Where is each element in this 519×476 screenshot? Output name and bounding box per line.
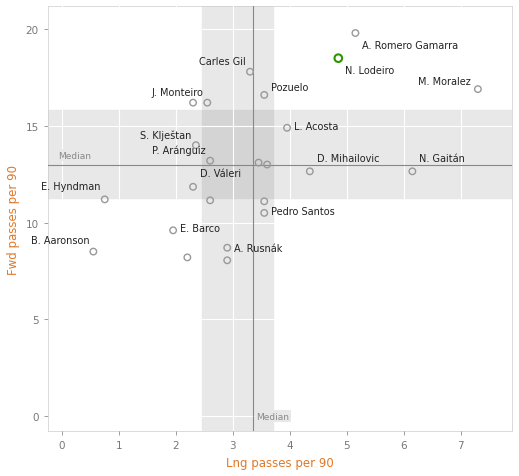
Text: Median: Median — [256, 412, 289, 421]
Text: D. Váleri: D. Váleri — [200, 169, 241, 179]
Point — [203, 99, 211, 107]
Point — [223, 257, 231, 265]
Text: E. Hyndman: E. Hyndman — [41, 182, 101, 192]
Text: Carles Gil: Carles Gil — [199, 57, 246, 67]
Point — [206, 158, 214, 165]
Point — [474, 86, 482, 94]
Bar — [201, 7, 273, 432]
Point — [223, 244, 231, 252]
Point — [260, 209, 268, 217]
Point — [351, 30, 360, 38]
Y-axis label: Fwd passes per 90: Fwd passes per 90 — [7, 164, 20, 274]
Text: S. Klještan: S. Klještan — [140, 130, 192, 140]
Point — [263, 161, 271, 169]
Text: J. Monteiro: J. Monteiro — [151, 88, 203, 98]
Point — [260, 198, 268, 206]
Text: L. Acosta: L. Acosta — [294, 121, 338, 131]
Point — [306, 168, 314, 176]
Text: E. Barco: E. Barco — [180, 224, 220, 234]
Point — [408, 168, 417, 176]
Text: Pozuelo: Pozuelo — [271, 83, 309, 93]
Point — [189, 184, 197, 191]
Point — [169, 227, 177, 235]
Text: M. Moralez: M. Moralez — [418, 77, 471, 87]
Point — [246, 69, 254, 76]
Text: A. Romero Gamarra: A. Romero Gamarra — [362, 40, 458, 50]
X-axis label: Lng passes per 90: Lng passes per 90 — [226, 456, 334, 469]
Point — [334, 55, 343, 63]
Text: N. Lodeiro: N. Lodeiro — [345, 66, 394, 76]
Point — [101, 196, 109, 204]
Point — [206, 197, 214, 205]
Point — [192, 142, 200, 150]
Point — [89, 248, 98, 256]
Bar — [48, 111, 512, 199]
Point — [189, 99, 197, 107]
Text: Median: Median — [58, 151, 91, 160]
Text: P. Aránguiz: P. Aránguiz — [153, 145, 206, 156]
Point — [254, 159, 263, 167]
Text: D. Mihailovic: D. Mihailovic — [317, 154, 379, 164]
Point — [283, 125, 291, 132]
Point — [183, 254, 192, 262]
Point — [260, 92, 268, 99]
Text: B. Aaronson: B. Aaronson — [31, 235, 89, 245]
Text: Pedro Santos: Pedro Santos — [271, 206, 335, 216]
Text: N. Gaitán: N. Gaitán — [419, 154, 465, 164]
Text: A. Rusnák: A. Rusnák — [234, 244, 282, 254]
